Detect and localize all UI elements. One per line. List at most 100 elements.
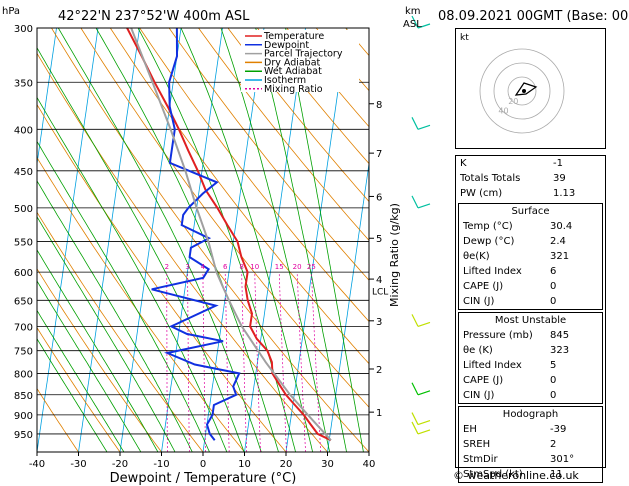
axes: 3003504004505005506006507007508008509009… xyxy=(14,24,388,470)
most-unstable-row-label: CAPE (J) xyxy=(463,375,504,386)
mixing-ratio-line xyxy=(187,272,190,452)
mixing-ratio-line xyxy=(224,272,230,452)
wind-barbs xyxy=(411,15,431,435)
pressure-tick-label: 800 xyxy=(14,369,33,380)
wind-barb-flag xyxy=(417,321,431,327)
series-dewpoint xyxy=(151,28,241,441)
wind-barb xyxy=(411,412,419,425)
wind-barb xyxy=(411,421,419,435)
legend-label: Parcel Trajectory xyxy=(264,49,343,60)
surface-row-label: CAPE (J) xyxy=(463,281,504,292)
wind-barb xyxy=(411,195,419,209)
surface-row: Lifted Index 6 xyxy=(459,264,602,279)
surface-row-label: Temp (°C) xyxy=(463,221,513,232)
wind-barb-flag xyxy=(417,429,431,435)
surface-row-value: 6 xyxy=(550,266,557,277)
mixing-ratio-line xyxy=(202,272,206,452)
km-tick-label: 5 xyxy=(376,234,382,245)
most-unstable-row: θe (K) 323 xyxy=(459,343,602,358)
x-tick-label: 30 xyxy=(321,459,334,470)
isotherm-line xyxy=(37,28,99,452)
dry-adiabat-line xyxy=(37,156,246,452)
hodograph-row-value: 2 xyxy=(550,439,557,450)
km-tick-label: 6 xyxy=(376,192,382,203)
dry-adiabat-line xyxy=(198,28,369,241)
pressure-tick-label: 650 xyxy=(14,296,33,307)
x-axis-title: Dewpoint / Temperature (°C) xyxy=(110,471,297,486)
index-row-value: 1.13 xyxy=(553,188,576,199)
dry-adiabat-line xyxy=(37,326,121,452)
pressure-tick-label: 950 xyxy=(14,430,33,441)
most-unstable-title: Most Unstable xyxy=(494,315,567,326)
hodograph-row: SREH 2 xyxy=(459,437,602,452)
credit-text: © weatheronline.co.uk xyxy=(453,469,579,482)
surface-row-value: 0 xyxy=(550,281,557,292)
x-tick-label: -30 xyxy=(70,459,86,470)
p-unit-label: hPa xyxy=(2,6,20,17)
pressure-tick-label: 700 xyxy=(14,322,33,333)
surface-row: θe(K) 321 xyxy=(459,249,602,264)
hodograph-row: EH -39 xyxy=(459,422,602,437)
most-unstable-row-label: CIN (J) xyxy=(463,390,495,401)
legend-label: Temperature xyxy=(263,31,324,42)
index-row-value: 39 xyxy=(553,173,566,184)
mixing-ratio-label: 8 xyxy=(239,263,243,271)
hodograph-row-label: StmDir xyxy=(463,454,498,465)
hodograph-row: StmDir 301° xyxy=(459,452,602,467)
hodograph-ring-label: 40 xyxy=(498,107,508,116)
isotherm-line xyxy=(78,28,140,452)
most-unstable-row: CIN (J) 0 xyxy=(459,388,602,403)
hodograph-ring xyxy=(507,76,537,106)
wind-barb-flag xyxy=(417,390,431,396)
dry-adiabat-line xyxy=(168,28,369,281)
hodograph-row-value: 11 xyxy=(550,469,563,480)
mixing-ratio-line xyxy=(278,272,287,452)
wind-barb xyxy=(411,382,419,396)
legend-bg xyxy=(241,30,359,92)
pressure-tick-label: 550 xyxy=(14,237,33,248)
km-tick-label: 1 xyxy=(376,408,382,419)
isotherm-line xyxy=(119,28,182,452)
surface-row-label: Lifted Index xyxy=(463,266,522,277)
wind-barb xyxy=(411,314,419,327)
wet-adiabat-line xyxy=(37,309,125,452)
pressure-tick-label: 900 xyxy=(14,411,33,422)
pressure-tick-label: 300 xyxy=(14,24,33,35)
x-tick-label: -20 xyxy=(112,459,128,470)
surface-row-label: Dewp (°C) xyxy=(463,236,515,247)
wind-barb-flag xyxy=(417,124,431,130)
wind-barb-flag xyxy=(417,419,431,426)
x-tick-label: -10 xyxy=(153,459,169,470)
wet-adiabat-line xyxy=(37,337,108,452)
mixing-ratio-line xyxy=(241,272,247,452)
km-unit-label: km xyxy=(405,6,421,17)
profile-lines xyxy=(126,28,332,442)
legend-label: Dry Adiabat xyxy=(264,57,321,68)
hodograph-row-label: StmSpd (kt) xyxy=(463,469,523,480)
hodograph-table-title: Hodograph xyxy=(502,409,559,420)
x-tick-label: -40 xyxy=(29,459,45,470)
wind-barb-flag xyxy=(417,203,431,209)
wind-barb xyxy=(411,15,419,29)
pressure-tick-label: 450 xyxy=(14,167,33,178)
most-unstable-row-value: 0 xyxy=(550,375,557,386)
surface-row-label: CIN (J) xyxy=(463,296,495,307)
dry-adiabat-line xyxy=(256,28,369,165)
most-unstable-row-label: Pressure (mb) xyxy=(463,330,533,341)
mixing-ratio-label: 4 xyxy=(201,263,206,271)
surface-row: Temp (°C) 30.4 xyxy=(459,219,602,234)
isotherm-line xyxy=(37,28,57,167)
datetime-title: 08.09.2021 00GMT (Base: 00) xyxy=(438,9,629,24)
storm-motion-marker xyxy=(522,89,526,93)
most-unstable-row-value: 5 xyxy=(550,360,557,371)
pressure-tick-label: 750 xyxy=(14,347,33,358)
wind-barb-flag xyxy=(417,23,431,29)
mixing-ratio-label: 20 xyxy=(293,263,302,271)
index-row: Totals Totals 39 xyxy=(456,171,605,186)
series-temperature xyxy=(126,28,332,442)
legend-label: Dewpoint xyxy=(264,40,309,51)
hodograph-ring xyxy=(493,62,551,120)
most-unstable-row-label: θe (K) xyxy=(463,345,493,356)
mixing-ratio-axis-title: Mixing Ratio (g/kg) xyxy=(388,203,401,307)
